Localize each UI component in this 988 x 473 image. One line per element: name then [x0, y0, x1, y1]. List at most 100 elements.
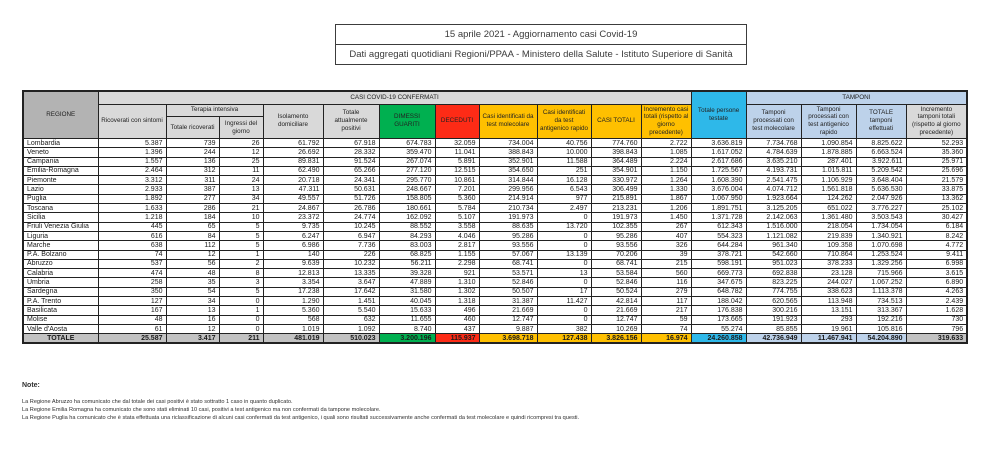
cell-value: 112 [165, 240, 220, 251]
cell-value: 3.648.404 [855, 175, 907, 186]
cell-value: 8 [218, 268, 264, 279]
cell-value: 1.155 [434, 249, 480, 260]
cell-value: 1.561.818 [800, 184, 857, 195]
cell-value: 0 [218, 295, 264, 307]
cell-value: 388.843 [478, 147, 538, 158]
cell-value: 352.901 [478, 156, 538, 167]
cell-value: 5 [218, 286, 264, 298]
cell-value: 191.923 [745, 314, 802, 325]
cell-value: 293 [800, 314, 857, 325]
totale-value: 211 [218, 333, 264, 344]
header-persone-testate: Totale persone testate [690, 90, 747, 139]
cell-value: 921 [434, 268, 480, 279]
cell-value: 560 [640, 268, 692, 279]
header-regione: REGIONE [22, 90, 99, 139]
cell-value: 2 [218, 258, 264, 270]
cell-value: 3.647 [322, 277, 380, 288]
header-ti-totale: Totale ricoverati [165, 116, 220, 139]
cell-value: 5.784 [434, 202, 480, 214]
cell-value: 10.245 [322, 221, 380, 232]
region-name: P.A. Trento [22, 295, 99, 307]
cell-value: 496 [434, 305, 480, 316]
cell-value: 306.499 [590, 184, 642, 195]
header-positivi: Totale attualmente positivi [322, 103, 380, 139]
cell-value: 56 [165, 258, 220, 270]
cell-value: 49.557 [262, 193, 324, 205]
cell-value: 6.184 [905, 221, 968, 232]
cell-value: 74 [97, 249, 167, 260]
table-row: Lazio 2.933 387 13 47.311 50.631 248.667 7.201 2… [22, 184, 968, 195]
cell-value: 32.059 [434, 137, 480, 149]
cell-value: 4.193.731 [745, 165, 802, 177]
cell-value: 24.774 [322, 212, 380, 223]
cell-value: 176.838 [690, 305, 747, 316]
cell-value: 25.102 [905, 202, 968, 214]
cell-value: 215 [640, 258, 692, 270]
cell-value: 51.726 [322, 193, 380, 205]
totale-value: 481.019 [262, 333, 324, 344]
cell-value: 6.998 [905, 258, 968, 270]
cell-value: 2.722 [640, 137, 692, 149]
totale-value: 3.826.156 [590, 333, 642, 344]
table-row: Puglia 1.892 277 34 49.557 51.726 158.805 5.360… [22, 193, 968, 205]
cell-value: 0 [536, 305, 592, 316]
cell-value: 407 [640, 230, 692, 242]
cell-value: 267.074 [378, 156, 436, 167]
cell-value: 2.933 [97, 184, 167, 195]
totale-value: 11.467.941 [800, 333, 857, 344]
region-name: Sardegna [22, 286, 99, 298]
cell-value: 210.734 [478, 202, 538, 214]
cell-value: 52.293 [905, 137, 968, 149]
cell-value: 314.844 [478, 175, 538, 186]
cell-value: 460 [434, 314, 480, 325]
cell-value: 13.720 [536, 221, 592, 232]
cell-value: 258 [97, 277, 167, 288]
totale-value: 115.937 [434, 333, 480, 344]
cell-value: 0 [218, 314, 264, 325]
cell-value: 180.661 [378, 202, 436, 214]
cell-value: 218.054 [800, 221, 857, 232]
cell-value: 184 [165, 212, 220, 223]
region-name: Valle d'Aosta [22, 323, 99, 335]
cell-value: 12 [165, 249, 220, 260]
table-row: Sicilia 1.218 184 10 23.372 24.774 162.092 5.10… [22, 212, 968, 223]
notes-heading: Note: [22, 382, 40, 389]
cell-value: 61.792 [262, 137, 324, 149]
cell-value: 295.770 [378, 175, 436, 186]
cell-value: 2.298 [434, 258, 480, 270]
cell-value: 9.639 [262, 258, 324, 270]
cell-value: 6.663.524 [855, 147, 907, 158]
region-name: Abruzzo [22, 258, 99, 270]
cell-value: 136 [165, 156, 220, 167]
cell-value: 13.139 [536, 249, 592, 260]
cell-value: 1.516.000 [745, 221, 802, 232]
cell-value: 65 [165, 221, 220, 232]
cell-value: 6.543 [536, 184, 592, 195]
cell-value: 6.890 [905, 277, 968, 288]
cell-value: 350 [97, 286, 167, 298]
cell-value: 20.718 [262, 175, 324, 186]
cell-value: 1.878.885 [800, 147, 857, 158]
region-name: Veneto [22, 147, 99, 158]
cell-value: 1.121.082 [745, 230, 802, 242]
table-row: Sardegna 350 54 5 17.238 17.642 31.580 1.302 50.… [22, 286, 968, 298]
cell-value: 734.513 [855, 295, 907, 307]
cell-value: 638 [97, 240, 167, 251]
cell-value: 10.861 [434, 175, 480, 186]
cell-value: 109.358 [800, 240, 857, 251]
totale-value: 3.417 [165, 333, 220, 344]
header-tamponi-molecolare: Tamponi processati con test molecolare [745, 103, 802, 139]
cell-value: 1.019 [262, 323, 324, 335]
header-casi-antigenico: Casi identificati da test antigenico rap… [536, 103, 592, 139]
cell-value: 674.783 [378, 137, 436, 149]
cell-value: 3.636.819 [690, 137, 747, 149]
cell-value: 378.233 [800, 258, 857, 270]
cell-value: 5.360 [262, 305, 324, 316]
cell-value: 5.891 [434, 156, 480, 167]
cell-value: 1.206 [640, 202, 692, 214]
cell-value: 59 [640, 314, 692, 325]
cell-value: 651.022 [800, 202, 857, 214]
cell-value: 1.253.524 [855, 249, 907, 260]
bulletin-subtitle: Dati aggregati quotidiani Regioni/PPAA -… [336, 44, 746, 64]
totale-value: 510.023 [322, 333, 380, 344]
